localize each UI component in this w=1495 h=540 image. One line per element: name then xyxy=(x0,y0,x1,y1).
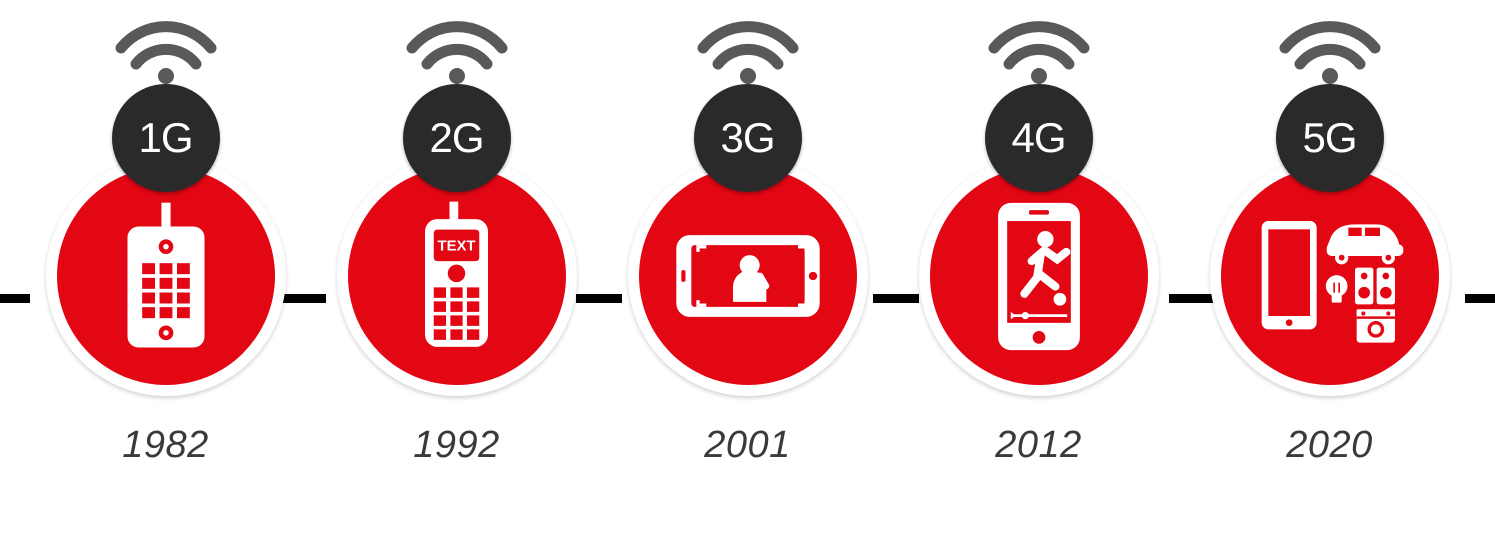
generation-badge: 2G xyxy=(403,84,511,192)
generation-year: 1982 xyxy=(122,424,209,467)
generation-badge: 5G xyxy=(1276,84,1384,192)
generation-node-1g: 1G xyxy=(36,0,296,467)
generation-disc xyxy=(1210,156,1450,396)
generation-node-2g: 2G TEXT xyxy=(327,0,587,467)
generation-node-3g: 3G xyxy=(618,0,878,467)
generation-label: 2G xyxy=(429,114,483,162)
signal-icon xyxy=(1275,14,1385,84)
generation-label: 1G xyxy=(138,114,192,162)
signal-icon xyxy=(693,14,803,84)
signal-icon xyxy=(111,14,221,84)
generation-year: 2012 xyxy=(995,424,1082,467)
generation-label: 5G xyxy=(1302,114,1356,162)
generation-badge: 1G xyxy=(112,84,220,192)
generation-disc: TEXT xyxy=(337,156,577,396)
timeline-nodes: 1G xyxy=(0,0,1495,540)
mobile-generations-timeline: 1G xyxy=(0,0,1495,540)
video-call-phone-icon xyxy=(673,201,823,351)
signal-icon xyxy=(402,14,512,84)
generation-year: 2001 xyxy=(704,424,791,467)
analog-phone-icon xyxy=(91,201,241,351)
iot-devices-icon xyxy=(1255,201,1405,351)
signal-icon xyxy=(984,14,1094,84)
generation-badge: 3G xyxy=(694,84,802,192)
generation-badge: 4G xyxy=(985,84,1093,192)
generation-disc xyxy=(919,156,1159,396)
screen-text-label: TEXT xyxy=(438,239,476,255)
text-phone-icon: TEXT xyxy=(382,201,532,351)
generation-year: 1992 xyxy=(413,424,500,467)
generation-node-4g: 4G xyxy=(909,0,1169,467)
streaming-phone-icon xyxy=(964,201,1114,351)
generation-disc xyxy=(628,156,868,396)
generation-label: 3G xyxy=(720,114,774,162)
generation-label: 4G xyxy=(1011,114,1065,162)
generation-node-5g: 5G xyxy=(1200,0,1460,467)
generation-year: 2020 xyxy=(1286,424,1373,467)
generation-disc xyxy=(46,156,286,396)
